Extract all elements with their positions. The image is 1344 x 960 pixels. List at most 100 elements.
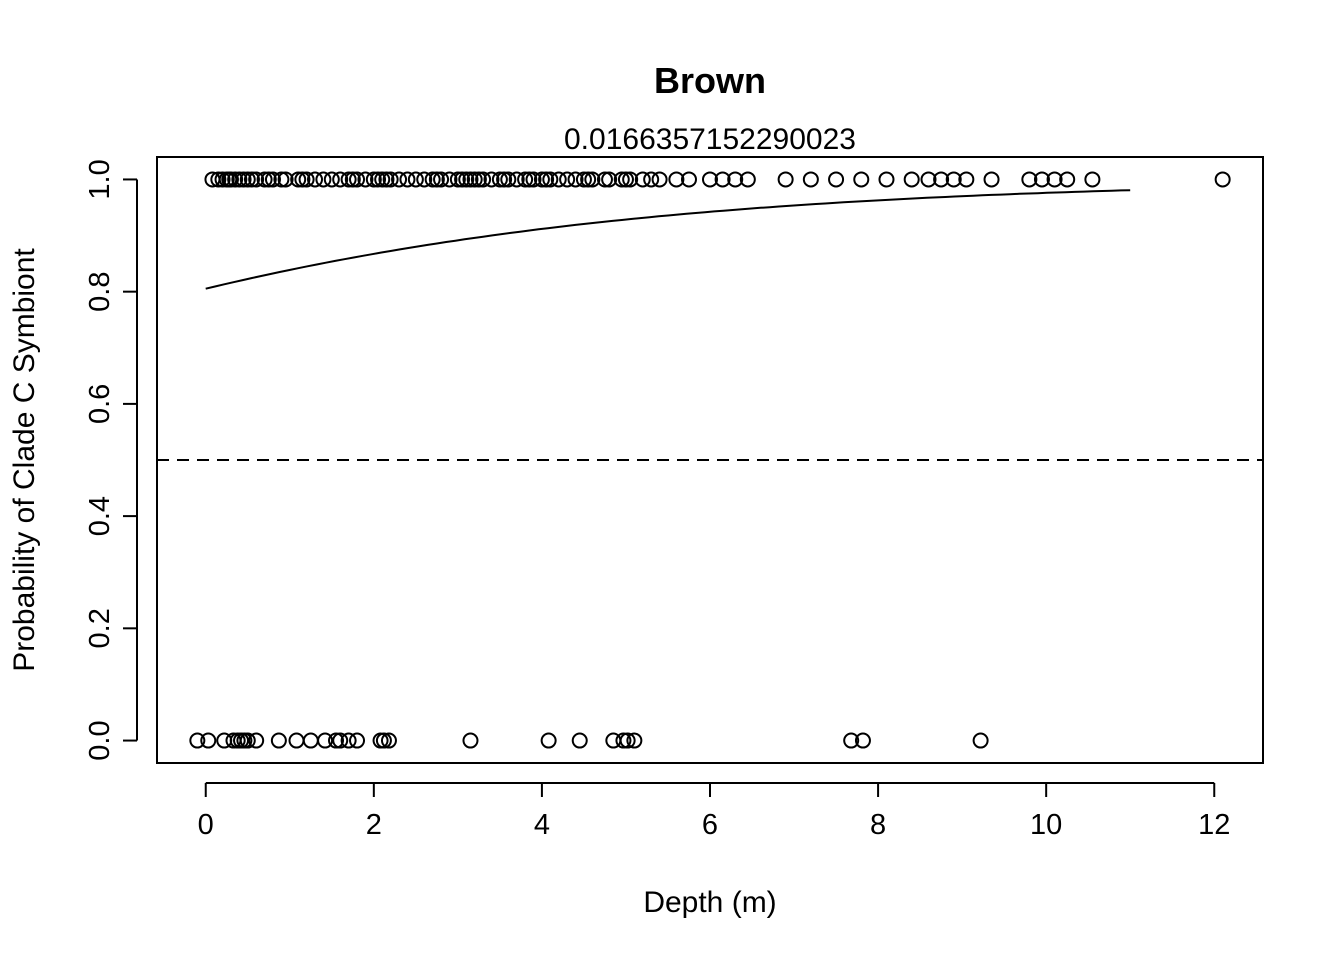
data-point <box>680 171 697 188</box>
data-point <box>449 171 466 188</box>
data-point <box>739 171 756 188</box>
data-point <box>500 171 517 188</box>
data-point <box>294 171 311 188</box>
y-tick-label: 1.0 <box>84 159 116 199</box>
data-point <box>714 171 731 188</box>
data-point <box>983 171 1000 188</box>
data-point <box>668 171 685 188</box>
data-point <box>802 171 819 188</box>
data-point <box>315 171 332 188</box>
data-point <box>382 171 399 188</box>
data-point <box>462 171 479 188</box>
y-tick-label: 0.8 <box>84 272 116 312</box>
data-point <box>349 732 366 749</box>
data-point <box>525 171 542 188</box>
data-point <box>483 171 500 188</box>
y-tick-label: 0.0 <box>84 720 116 760</box>
data-point <box>416 171 433 188</box>
x-tick-label: 0 <box>198 809 214 841</box>
data-point <box>235 171 252 188</box>
data-point <box>843 732 860 749</box>
data-point <box>277 171 294 188</box>
data-point <box>517 171 534 188</box>
data-point <box>521 171 538 188</box>
data-point <box>231 171 248 188</box>
data-point <box>584 171 601 188</box>
data-point <box>214 171 231 188</box>
data-point <box>227 171 244 188</box>
data-point <box>349 171 366 188</box>
data-point <box>458 171 475 188</box>
data-point <box>470 171 487 188</box>
data-point <box>496 171 513 188</box>
data-point <box>626 732 643 749</box>
data-point <box>920 171 937 188</box>
data-point <box>441 171 458 188</box>
data-point <box>643 171 660 188</box>
data-point <box>615 732 632 749</box>
data-point <box>1214 171 1231 188</box>
data-point <box>972 732 989 749</box>
data-point <box>340 732 357 749</box>
data-point <box>454 171 471 188</box>
data-point <box>323 171 340 188</box>
data-point <box>575 171 592 188</box>
data-point <box>1021 171 1038 188</box>
chart-subtitle: 0.0166357152290023 <box>564 123 856 156</box>
data-point <box>538 171 555 188</box>
data-point <box>428 171 445 188</box>
data-point <box>622 171 639 188</box>
data-point <box>288 732 305 749</box>
data-point <box>828 171 845 188</box>
data-point <box>332 171 349 188</box>
data-point <box>854 732 871 749</box>
data-point <box>243 171 260 188</box>
data-point <box>302 732 319 749</box>
x-axis: 0 2 4 6 8 10 12 <box>198 782 1230 841</box>
x-tick-label: 6 <box>702 809 718 841</box>
data-point <box>777 171 794 188</box>
data-point <box>1059 171 1076 188</box>
data-point <box>248 732 265 749</box>
data-point <box>222 171 239 188</box>
data-point <box>424 171 441 188</box>
x-tick-label: 8 <box>870 809 886 841</box>
data-point <box>340 171 357 188</box>
data-point <box>1046 171 1063 188</box>
data-point <box>567 171 584 188</box>
data-point <box>466 171 483 188</box>
data-point <box>1033 171 1050 188</box>
x-tick-label: 2 <box>366 809 382 841</box>
y-tick-label: 0.6 <box>84 384 116 424</box>
data-point <box>933 171 950 188</box>
y-tick-label: 0.4 <box>84 496 116 536</box>
data-point <box>380 732 397 749</box>
data-point <box>273 171 290 188</box>
data-point <box>189 732 206 749</box>
points-layer <box>189 171 1231 749</box>
y-axis: 0.0 0.2 0.4 0.6 0.8 1.0 <box>84 159 138 761</box>
data-point <box>727 171 744 188</box>
data-point <box>601 171 618 188</box>
data-point <box>370 171 387 188</box>
data-point <box>1084 171 1101 188</box>
data-point <box>344 171 361 188</box>
data-point <box>260 171 277 188</box>
data-point <box>374 171 391 188</box>
data-point <box>239 732 256 749</box>
x-tick-label: 4 <box>534 809 550 841</box>
data-point <box>491 171 508 188</box>
fit-curve <box>205 189 1131 290</box>
data-point <box>462 732 479 749</box>
data-point <box>702 171 718 188</box>
data-point <box>571 732 588 749</box>
data-point <box>596 171 613 188</box>
data-point <box>375 732 392 749</box>
data-point <box>365 171 382 188</box>
data-point <box>958 171 975 188</box>
data-point <box>613 171 630 188</box>
data-point <box>651 171 668 188</box>
data-point <box>317 732 334 749</box>
data-point <box>945 171 962 188</box>
